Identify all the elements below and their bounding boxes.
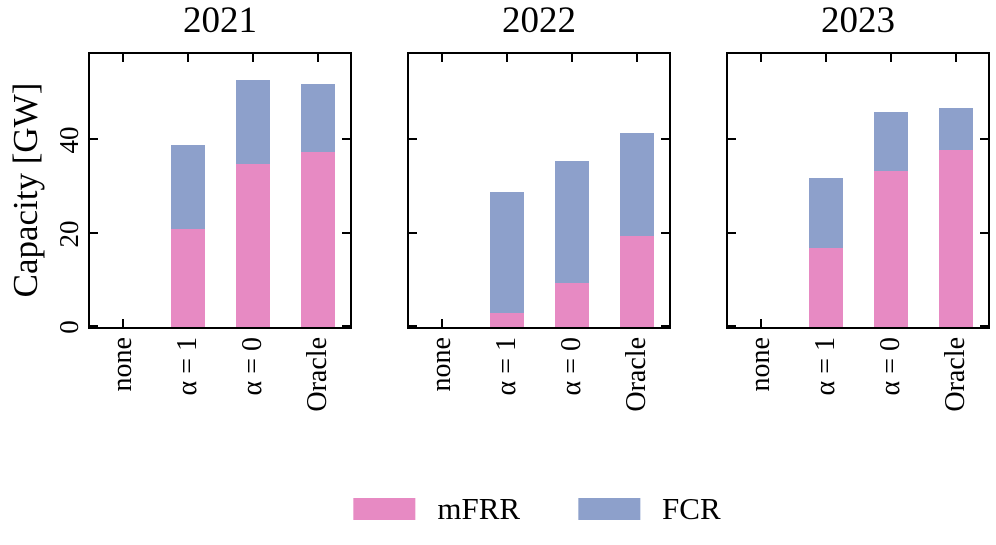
y-axis-label: Capacity [GW] [6, 82, 45, 298]
y-tick-mark [728, 138, 736, 141]
bar-segment-mFRR [554, 282, 589, 327]
x-tick-mark [889, 54, 892, 62]
y-tick-mark [409, 325, 417, 327]
bar-segment-mFRR [300, 152, 335, 327]
x-tick-label: none [425, 337, 457, 392]
bar-segment-mFRR [808, 247, 843, 327]
bar-segment-mFRR [619, 236, 654, 327]
x-tick-mark [824, 54, 827, 62]
legend-item-fcr: FCR [578, 493, 721, 524]
bar-segment-mFRR [235, 163, 270, 327]
panel-title-2023: 2023 [821, 0, 895, 41]
bar-segment-FCR [170, 145, 205, 229]
x-tick-label: none [744, 337, 776, 392]
legend: mFRR FCR [353, 493, 721, 524]
x-tick-mark [759, 319, 762, 327]
y-tick-mark [90, 138, 98, 141]
y-tick-mark [342, 231, 350, 234]
x-tick-label: none [106, 337, 138, 392]
bar-segment-FCR [554, 161, 589, 283]
x-tick-mark [440, 54, 443, 62]
x-tick-mark [440, 319, 443, 327]
bar-segment-mFRR [873, 170, 908, 327]
bar-segment-mFRR [938, 149, 973, 327]
x-tick-label: α = 0 [555, 337, 587, 396]
x-tick-label: α = 1 [490, 337, 522, 396]
x-tick-mark [570, 54, 573, 62]
x-tick-label: α = 1 [809, 337, 841, 396]
x-tick-label: Oracle [620, 337, 652, 412]
plot-panel-2021 [88, 52, 352, 329]
legend-swatch-fcr [578, 497, 641, 520]
y-tick-mark [409, 231, 417, 234]
y-tick-mark [342, 138, 350, 141]
x-tick-label: Oracle [939, 337, 971, 412]
x-tick-mark [251, 54, 254, 62]
legend-swatch-mfrr [353, 497, 416, 520]
x-tick-mark [635, 54, 638, 62]
y-tick-mark [409, 138, 417, 141]
x-tick-mark [316, 54, 319, 62]
y-tick-mark [980, 325, 988, 327]
legend-label-mfrr: mFRR [437, 491, 521, 526]
x-tick-label: Oracle [301, 337, 333, 412]
bar-segment-FCR [619, 133, 654, 236]
legend-item-mfrr: mFRR [353, 493, 520, 524]
y-tick-mark [661, 138, 669, 141]
bar-segment-mFRR [489, 313, 524, 327]
bar-segment-FCR [938, 107, 973, 150]
y-tick-mark [90, 325, 98, 327]
x-tick-mark [954, 54, 957, 62]
x-tick-mark [186, 54, 189, 62]
y-tick-mark [980, 231, 988, 234]
y-tick-mark [661, 325, 669, 327]
bar-segment-FCR [300, 84, 335, 152]
y-tick-mark [90, 231, 98, 234]
y-tick-mark [661, 231, 669, 234]
plot-panel-2023 [726, 52, 990, 329]
bar-segment-FCR [808, 177, 843, 248]
bar-segment-FCR [489, 191, 524, 313]
x-tick-mark [121, 319, 124, 327]
y-tick-label: 0 [54, 320, 84, 334]
legend-label-fcr: FCR [662, 491, 721, 526]
panel-title-2022: 2022 [502, 0, 576, 41]
x-tick-label: α = 0 [874, 337, 906, 396]
x-tick-label: α = 1 [171, 337, 203, 396]
x-tick-mark [121, 54, 124, 62]
bar-segment-mFRR [170, 229, 205, 327]
x-tick-mark [759, 54, 762, 62]
y-tick-label: 20 [54, 220, 84, 248]
panel-title-2021: 2021 [183, 0, 257, 41]
y-tick-mark [728, 325, 736, 327]
y-tick-mark [342, 325, 350, 327]
y-tick-mark [728, 231, 736, 234]
bar-segment-FCR [235, 79, 270, 164]
plot-panel-2022 [407, 52, 671, 329]
x-tick-label: α = 0 [236, 337, 268, 396]
x-tick-mark [505, 54, 508, 62]
bar-segment-FCR [873, 112, 908, 171]
y-tick-mark [980, 138, 988, 141]
y-tick-label: 40 [54, 126, 84, 154]
